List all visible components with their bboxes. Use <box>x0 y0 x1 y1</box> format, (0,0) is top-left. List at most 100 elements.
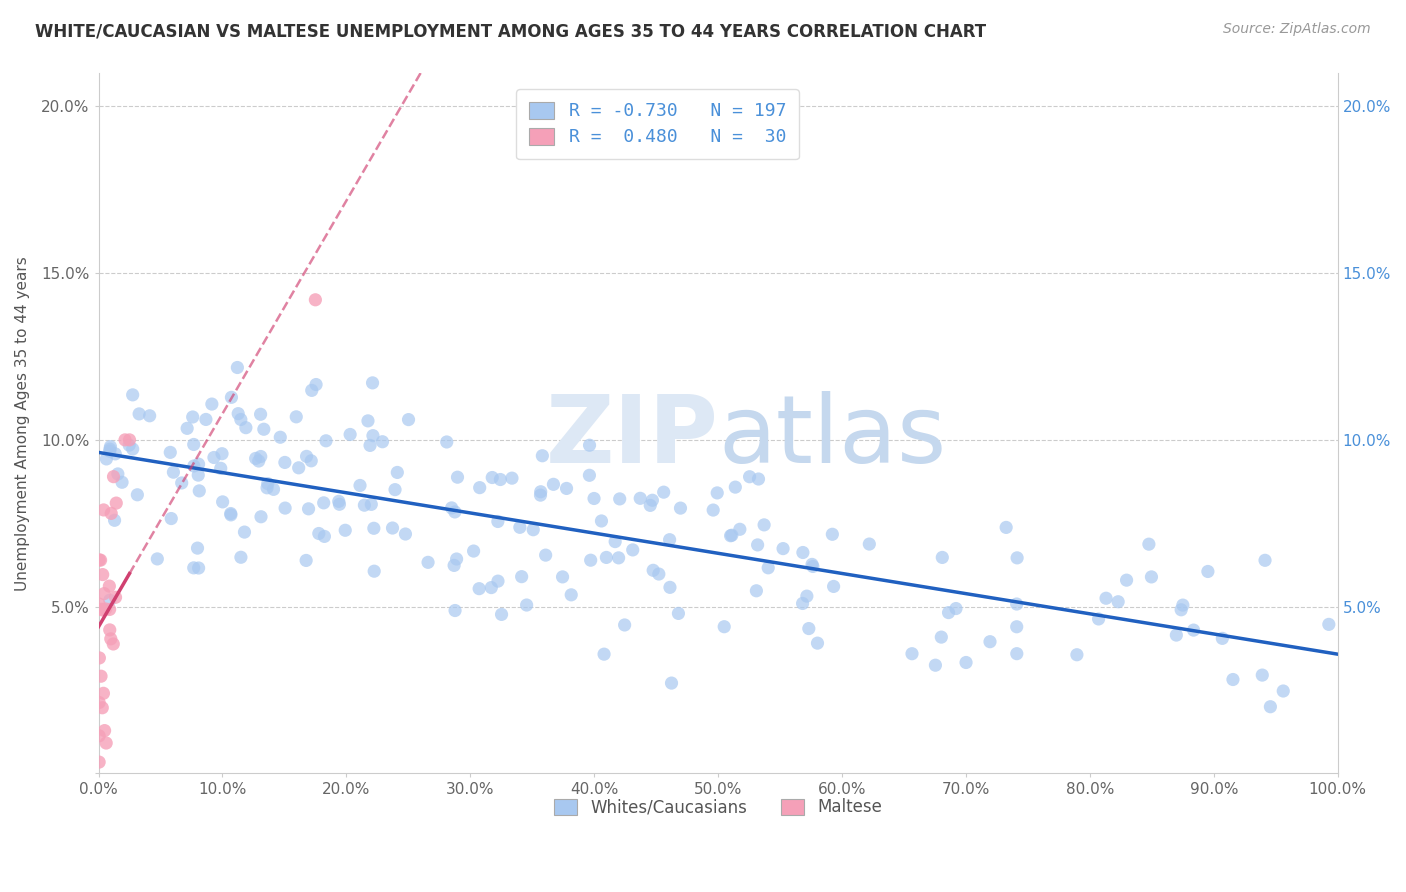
Point <box>249 407 271 421</box>
Point <box>353 498 375 512</box>
Point <box>638 499 661 513</box>
Point <box>931 550 953 565</box>
Point <box>1222 673 1244 687</box>
Point <box>103 637 125 651</box>
Point <box>209 461 232 475</box>
Point <box>1211 632 1233 646</box>
Point <box>593 647 616 661</box>
Point <box>1115 573 1137 587</box>
Point <box>1272 684 1295 698</box>
Point <box>643 563 665 577</box>
Point <box>219 508 242 522</box>
Point <box>1317 617 1340 632</box>
Point <box>1260 699 1282 714</box>
Point <box>1182 623 1205 637</box>
Point <box>229 550 252 565</box>
Point <box>328 497 350 511</box>
Point <box>747 538 769 552</box>
Point <box>1254 553 1277 567</box>
Point <box>339 427 361 442</box>
Point <box>187 457 209 471</box>
Point <box>89 597 111 611</box>
Point <box>305 377 328 392</box>
Point <box>747 472 769 486</box>
Point <box>104 447 127 461</box>
Point <box>162 465 184 479</box>
Point <box>127 488 149 502</box>
Legend: Whites/Caucasians, Maltese: Whites/Caucasians, Maltese <box>546 790 890 824</box>
Point <box>486 515 509 529</box>
Point <box>170 475 193 490</box>
Point <box>121 388 143 402</box>
Point <box>256 481 278 495</box>
Point <box>98 444 121 458</box>
Point <box>357 414 380 428</box>
Point <box>194 412 217 426</box>
Point <box>792 597 814 611</box>
Point <box>188 483 211 498</box>
Point <box>1066 648 1088 662</box>
Point <box>114 433 136 447</box>
Point <box>297 501 319 516</box>
Point <box>724 480 747 494</box>
Point <box>274 455 297 469</box>
Point <box>792 545 814 559</box>
Point <box>186 541 208 555</box>
Point <box>463 544 485 558</box>
Point <box>1087 612 1109 626</box>
Point <box>728 522 751 536</box>
Point <box>335 523 357 537</box>
Point <box>384 483 406 497</box>
Point <box>387 466 409 480</box>
Point <box>361 376 384 390</box>
Point <box>245 451 267 466</box>
Point <box>299 454 322 468</box>
Point <box>579 553 602 567</box>
Point <box>613 618 636 632</box>
Point <box>929 630 952 644</box>
Point <box>801 558 824 572</box>
Point <box>96 451 118 466</box>
Point <box>104 591 127 605</box>
Point <box>1005 597 1028 611</box>
Point <box>745 583 768 598</box>
Point <box>91 567 114 582</box>
Point <box>713 620 735 634</box>
Point <box>440 500 463 515</box>
Point <box>128 407 150 421</box>
Point <box>555 482 578 496</box>
Point <box>250 509 273 524</box>
Point <box>94 602 117 616</box>
Point <box>363 564 385 578</box>
Point <box>118 433 141 447</box>
Point <box>91 603 114 617</box>
Point <box>89 696 111 710</box>
Point <box>1170 603 1192 617</box>
Point <box>652 485 675 500</box>
Point <box>146 552 169 566</box>
Point <box>468 582 491 596</box>
Point <box>349 478 371 492</box>
Point <box>176 421 198 435</box>
Point <box>529 488 551 502</box>
Point <box>98 579 121 593</box>
Point <box>661 676 683 690</box>
Point <box>308 526 330 541</box>
Point <box>1140 570 1163 584</box>
Point <box>93 586 115 600</box>
Text: Source: ZipAtlas.com: Source: ZipAtlas.com <box>1223 22 1371 37</box>
Point <box>159 445 181 459</box>
Point <box>256 476 278 491</box>
Point <box>659 580 682 594</box>
Point <box>111 475 134 490</box>
Point <box>361 428 384 442</box>
Point <box>560 588 582 602</box>
Point <box>1095 591 1118 606</box>
Point <box>416 555 439 569</box>
Point <box>89 651 111 665</box>
Point <box>219 507 242 521</box>
Point <box>924 658 946 673</box>
Point <box>1171 598 1194 612</box>
Point <box>103 513 125 527</box>
Point <box>90 553 112 567</box>
